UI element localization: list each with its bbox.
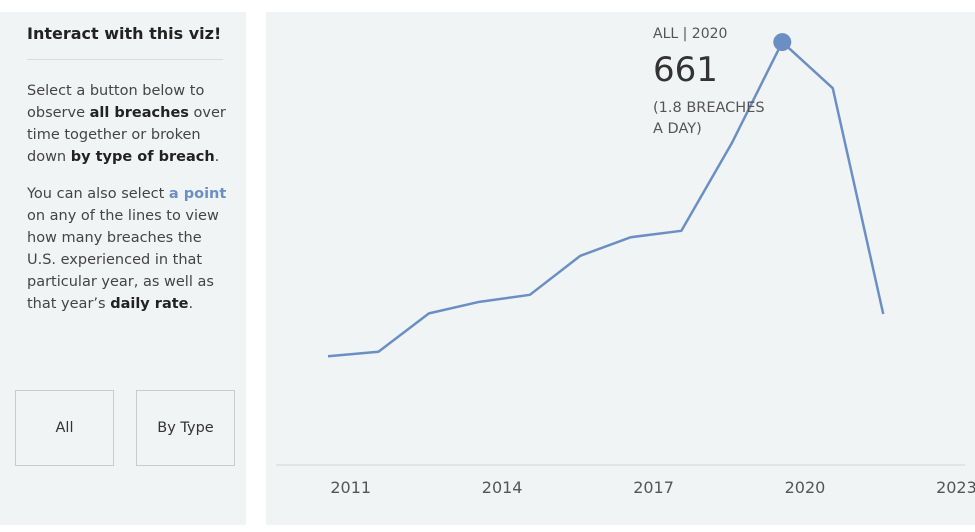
- x-tick-label: 2023: [936, 478, 975, 497]
- sidebar: Interact with this viz! Select a button …: [0, 12, 246, 525]
- chart: 2011 2014 2017 2020 2023: [276, 33, 975, 497]
- bold-text: by type of breach: [70, 149, 215, 165]
- x-tick-label: 2014: [482, 478, 523, 497]
- sidebar-title: Interact with this viz!: [27, 24, 222, 43]
- bold-text: daily rate: [110, 296, 189, 312]
- button-all[interactable]: All: [15, 390, 114, 466]
- selected-point: [773, 33, 792, 52]
- annotation-note: (1.8 BREACHES A DAY): [653, 100, 765, 137]
- text: .: [214, 149, 220, 165]
- text: on any of the lines to view how many bre…: [27, 208, 219, 312]
- text: You can also select: [27, 186, 169, 202]
- text: over time together or broken down: [27, 105, 226, 165]
- paragraph: You can also select a point on any of th…: [27, 183, 232, 315]
- chart-panel: 2011 2014 2017 2020 2023 ALL | 2020 661 (1.8…: [266, 12, 975, 525]
- line-series: [327, 40, 885, 358]
- bold-text: all breaches: [89, 105, 189, 121]
- text: .: [188, 296, 194, 312]
- x-tick-label: 2017: [633, 478, 674, 497]
- x-tick-label: 2011: [330, 478, 371, 497]
- x-tick-label: 2020: [785, 478, 826, 497]
- annotation-value: 661: [653, 50, 718, 90]
- paragraph: Select a button below to observe all bre…: [27, 80, 232, 168]
- highlight-text: a point: [168, 186, 227, 202]
- divider: [27, 59, 223, 60]
- text: Select a button below to observe: [27, 83, 205, 121]
- annotation-header: ALL | 2020: [653, 26, 728, 42]
- button-by-type[interactable]: By Type: [136, 390, 235, 466]
